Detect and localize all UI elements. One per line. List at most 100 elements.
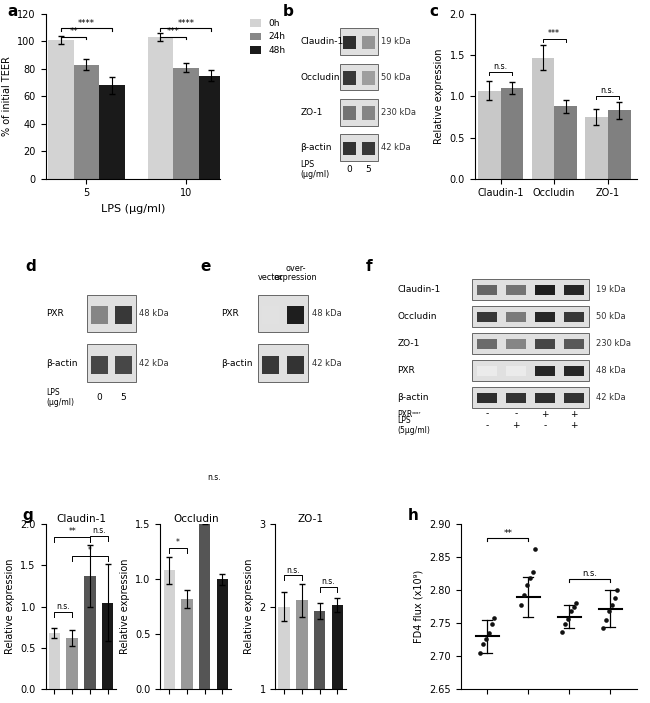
Bar: [473, 279, 589, 299]
Y-axis label: Relative expression: Relative expression: [120, 559, 130, 654]
Point: [609, 593, 619, 604]
Bar: [332, 605, 343, 703]
Bar: [506, 393, 526, 403]
Text: Occludin: Occludin: [300, 72, 340, 82]
Bar: [87, 344, 136, 382]
Text: Occludin: Occludin: [397, 311, 437, 321]
Text: 19 kDa: 19 kDa: [381, 37, 411, 46]
Text: 48 kDa: 48 kDa: [311, 309, 341, 318]
Bar: [340, 134, 378, 161]
Bar: [164, 570, 175, 689]
Text: ****: ****: [177, 19, 194, 28]
Bar: [477, 393, 497, 403]
Bar: [216, 579, 228, 689]
Text: d: d: [26, 259, 36, 274]
Y-axis label: Relative expression: Relative expression: [434, 49, 444, 144]
Text: n.s.: n.s.: [92, 527, 105, 536]
Text: n.s.: n.s.: [207, 472, 220, 482]
Bar: [49, 633, 60, 689]
Bar: [257, 295, 308, 333]
Text: LPS
(5μg/ml): LPS (5μg/ml): [397, 416, 430, 435]
Point: [489, 612, 500, 624]
Bar: [535, 366, 555, 376]
Text: -: -: [543, 421, 547, 430]
Text: 230 kDa: 230 kDa: [596, 339, 631, 348]
Point: [525, 573, 535, 584]
Bar: [91, 356, 108, 373]
Text: b: b: [282, 4, 293, 19]
Text: PXR: PXR: [221, 309, 239, 318]
Text: LPS
(μg/ml): LPS (μg/ml): [47, 388, 75, 407]
Bar: [477, 366, 497, 376]
Point: [604, 605, 614, 617]
Bar: [262, 306, 279, 324]
Text: β-actin: β-actin: [300, 143, 332, 153]
Text: 42 kDa: 42 kDa: [381, 143, 411, 153]
Text: f: f: [366, 259, 372, 274]
Bar: [99, 85, 125, 179]
Bar: [173, 67, 199, 179]
Point: [475, 647, 486, 658]
Bar: [362, 106, 375, 120]
Bar: [477, 339, 497, 349]
Point: [566, 605, 576, 617]
Bar: [343, 106, 356, 120]
Text: Claudin-1: Claudin-1: [300, 37, 344, 46]
Text: *: *: [88, 546, 92, 555]
Text: 0: 0: [346, 165, 352, 174]
Bar: [564, 393, 584, 403]
Bar: [340, 28, 378, 55]
Bar: [564, 366, 584, 376]
Point: [519, 590, 529, 601]
Text: over-
expression: over- expression: [274, 264, 317, 283]
Bar: [554, 106, 577, 179]
Text: *: *: [176, 538, 180, 548]
Bar: [199, 76, 224, 179]
Text: e: e: [200, 259, 211, 274]
Text: PXR: PXR: [47, 309, 64, 318]
Point: [478, 638, 488, 650]
Text: +: +: [541, 410, 549, 418]
Point: [606, 599, 617, 610]
Bar: [564, 339, 584, 349]
Bar: [564, 285, 584, 295]
Text: c: c: [429, 4, 438, 19]
Text: a: a: [7, 4, 18, 19]
Text: 50 kDa: 50 kDa: [381, 72, 411, 82]
Text: 230 kDa: 230 kDa: [381, 108, 416, 117]
Bar: [362, 36, 375, 49]
Bar: [473, 360, 589, 380]
Bar: [473, 387, 589, 408]
Text: β-actin: β-actin: [47, 359, 78, 368]
Bar: [287, 306, 304, 324]
Text: +: +: [570, 421, 578, 430]
Text: ZO-1: ZO-1: [300, 108, 323, 117]
Point: [598, 623, 608, 634]
Text: n.s.: n.s.: [57, 602, 70, 611]
Text: ***: ***: [166, 27, 179, 36]
Text: 42 kDa: 42 kDa: [139, 359, 168, 368]
Point: [612, 585, 623, 596]
Text: β-actin: β-actin: [397, 393, 429, 401]
Bar: [91, 306, 108, 324]
Text: vector: vector: [257, 273, 283, 283]
Point: [568, 602, 578, 613]
Bar: [535, 393, 555, 403]
Bar: [477, 311, 497, 322]
Bar: [343, 71, 356, 84]
Point: [522, 579, 532, 591]
Point: [486, 619, 497, 630]
Bar: [532, 58, 554, 179]
Bar: [362, 142, 375, 155]
Point: [516, 599, 526, 610]
Bar: [287, 356, 304, 373]
Bar: [48, 40, 73, 179]
Text: **: **: [68, 527, 76, 536]
Y-axis label: % of initial TEER: % of initial TEER: [2, 56, 12, 136]
Point: [527, 566, 538, 577]
Bar: [477, 285, 497, 295]
Text: β-actin: β-actin: [221, 359, 253, 368]
Bar: [73, 65, 99, 179]
Text: Claudin-1: Claudin-1: [397, 285, 441, 294]
Text: n.s.: n.s.: [601, 86, 615, 95]
